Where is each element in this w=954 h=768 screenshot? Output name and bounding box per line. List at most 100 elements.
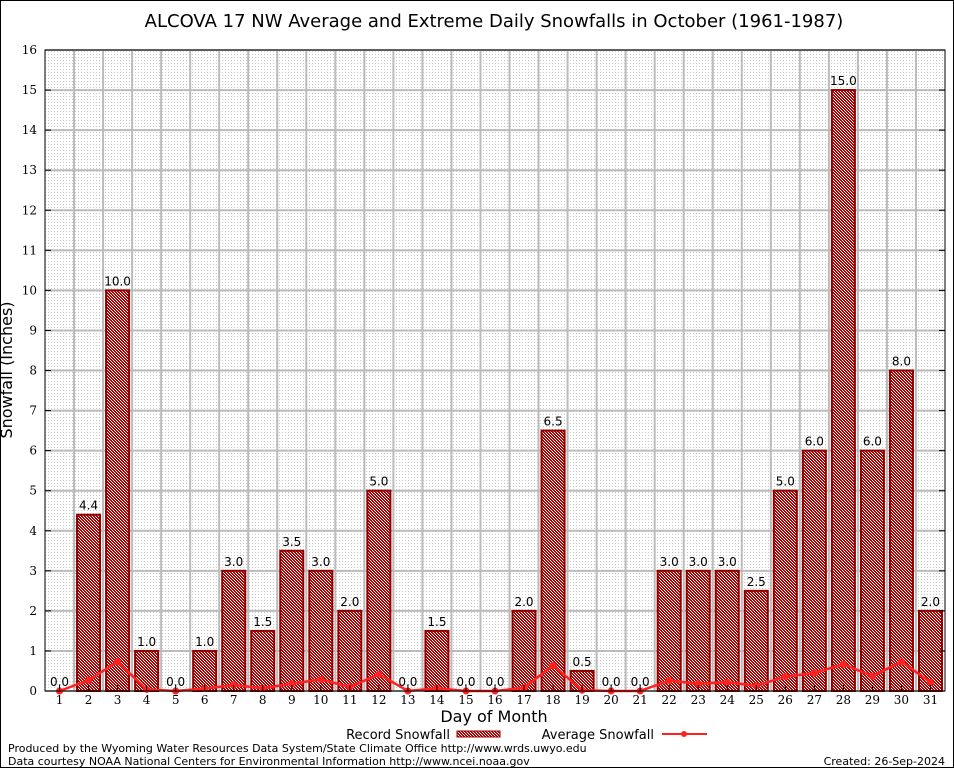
bar-value-label: 1.0: [137, 635, 156, 649]
y-tick-label: 8: [29, 364, 37, 378]
average-point-day-31: [926, 678, 934, 686]
bar-record-day-8: [250, 629, 276, 692]
bar-record-day-27: [801, 449, 827, 692]
bar-record-day-25: [743, 589, 769, 692]
bar-value-label: 6.0: [863, 435, 882, 449]
y-tick-label: 0: [29, 684, 37, 698]
bar-record-day-23: [685, 569, 711, 692]
bar-value-label: 0.0: [456, 675, 475, 689]
x-tick-label: 17: [516, 693, 531, 707]
y-tick-label: 13: [22, 163, 37, 177]
bar-value-label: 15.0: [830, 74, 857, 88]
bar-record-day-7: [221, 569, 247, 692]
bar-record-day-6: [192, 649, 218, 692]
average-point-day-3: [114, 658, 122, 666]
bar-value-label: 3.0: [718, 555, 737, 569]
footer-produced: Produced by the Wyoming Water Resources …: [8, 742, 587, 755]
bar-value-label: 0.0: [485, 675, 504, 689]
bar-record-day-14: [424, 629, 450, 692]
y-tick-label: 1: [29, 644, 37, 658]
x-tick-label: 30: [894, 693, 909, 707]
bar-value-label: 8.0: [892, 355, 911, 369]
footer-data-courtesy: Data courtesy NOAA National Centers for …: [8, 755, 530, 768]
bar-value-label: 0.5: [573, 655, 592, 669]
bar-record-day-18: [540, 429, 566, 692]
y-tick-label: 15: [22, 83, 37, 97]
x-tick-label: 25: [749, 693, 764, 707]
bar-value-label: 1.5: [253, 615, 272, 629]
legend-record-label: Record Snowfall: [346, 728, 450, 743]
x-tick-label: 29: [865, 693, 880, 707]
bar-value-label: 3.0: [224, 555, 243, 569]
bar-record-day-12: [366, 489, 392, 692]
average-point-day-9: [288, 680, 296, 688]
x-axis-label: Day of Month: [440, 707, 547, 726]
y-tick-label: 4: [29, 524, 37, 538]
x-tick-label: 9: [288, 693, 296, 707]
bar-value-label: 4.4: [79, 499, 98, 513]
average-point-day-22: [665, 677, 673, 685]
bar-value-label: 2.5: [747, 575, 766, 589]
bar-value-label: 0.0: [631, 675, 650, 689]
x-tick-label: 27: [807, 693, 822, 707]
x-tick-label: 13: [400, 693, 415, 707]
bar-record-day-9: [279, 549, 305, 692]
x-tick-label: 18: [545, 693, 560, 707]
x-tick-label: 31: [923, 693, 938, 707]
bar-value-label: 3.0: [689, 555, 708, 569]
x-tick-label: 7: [230, 693, 238, 707]
bar-value-label: 0.0: [602, 675, 621, 689]
y-tick-label: 16: [22, 43, 37, 57]
y-tick-label: 2: [29, 604, 37, 618]
x-tick-label: 19: [574, 693, 589, 707]
x-tick-label: 14: [429, 693, 445, 707]
bar-value-label: 1.0: [195, 635, 214, 649]
bar-value-label: 6.0: [805, 435, 824, 449]
bar-value-label: 1.5: [427, 615, 446, 629]
legend-average-marker: [681, 731, 687, 737]
average-point-day-26: [781, 673, 789, 681]
y-tick-label: 7: [29, 404, 37, 418]
average-point-day-24: [723, 678, 731, 686]
x-tick-label: 20: [603, 693, 618, 707]
average-point-day-10: [317, 675, 325, 683]
average-point-day-27: [810, 669, 818, 677]
chart-title: ALCOVA 17 NW Average and Extreme Daily S…: [145, 11, 844, 32]
bar-record-day-29: [859, 449, 885, 692]
x-tick-label: 23: [691, 693, 706, 707]
bar-value-label: 2.0: [921, 595, 940, 609]
x-tick-label: 16: [487, 693, 502, 707]
x-tick-label: 26: [778, 693, 793, 707]
bar-value-label: 0.0: [50, 675, 69, 689]
bar-record-day-2: [76, 513, 102, 692]
y-tick-label: 11: [22, 243, 37, 257]
x-tick-label: 4: [143, 693, 151, 707]
y-tick-label: 6: [29, 444, 37, 458]
x-tick-label: 2: [85, 693, 93, 707]
bar-record-day-30: [888, 369, 914, 692]
bar-record-day-4: [134, 649, 160, 692]
x-tick-label: 11: [342, 693, 357, 707]
legend-record-swatch: [456, 730, 501, 738]
footer-created: Created: 26-Sep-2024: [824, 755, 945, 768]
average-point-day-7: [230, 681, 238, 689]
y-tick-label: 5: [29, 484, 37, 498]
average-point-day-12: [375, 670, 383, 678]
average-point-day-30: [897, 658, 905, 666]
bar-value-label: 3.5: [282, 535, 301, 549]
bar-value-label: 3.0: [311, 555, 330, 569]
bar-value-label: 5.0: [369, 475, 388, 489]
y-tick-label: 9: [29, 323, 37, 337]
bar-record-day-28: [830, 89, 856, 692]
average-point-day-23: [694, 680, 702, 688]
bar-record-day-11: [337, 609, 363, 692]
legend-average-label: Average Snowfall: [542, 728, 654, 743]
y-tick-label: 12: [22, 203, 37, 217]
x-tick-label: 12: [371, 693, 386, 707]
x-tick-label: 3: [114, 693, 122, 707]
bar-value-label: 6.5: [544, 415, 563, 429]
bar-value-label: 5.0: [776, 475, 795, 489]
average-point-day-18: [549, 661, 557, 669]
x-tick-label: 6: [201, 693, 209, 707]
